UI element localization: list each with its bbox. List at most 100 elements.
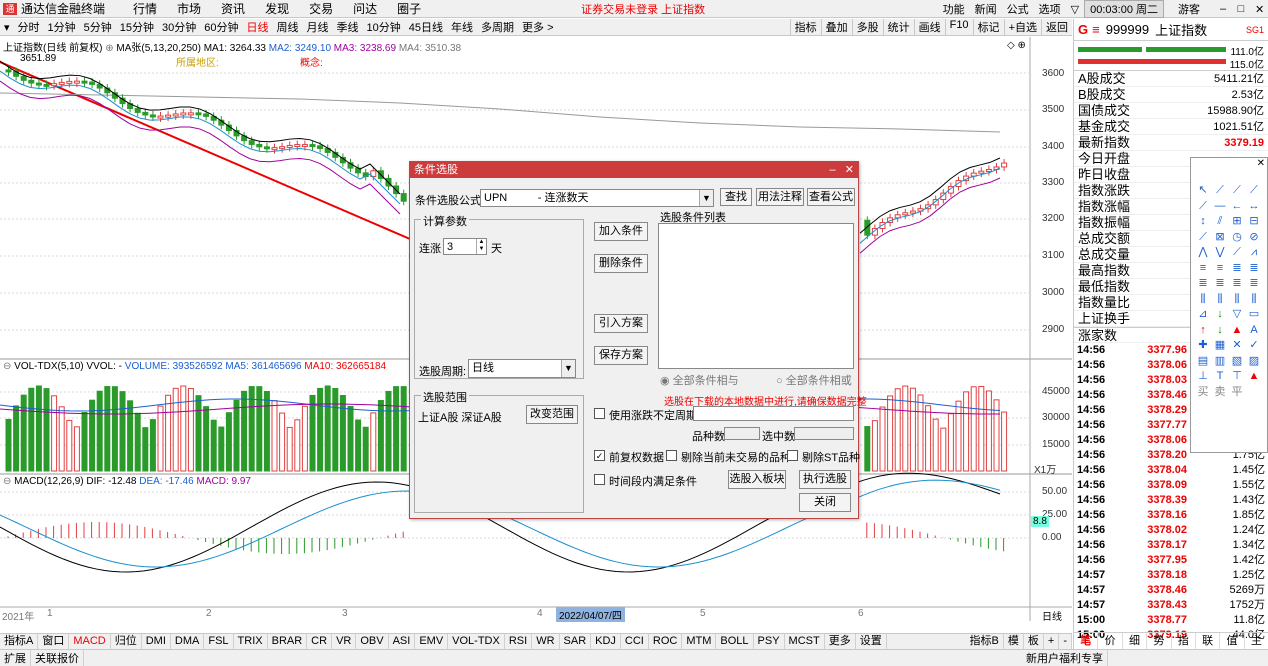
draw-tool-icon[interactable]: ⊘ [1249,230,1259,243]
period-intraday[interactable]: 分时 [17,22,40,34]
draw-tool-icon[interactable]: ⩘ [1250,246,1258,258]
menu-item-market[interactable]: 市场 [177,2,202,16]
draw-tool-icon[interactable]: ↖ [1198,184,1208,196]
toolbox-close-icon[interactable]: ✕ [1256,158,1265,169]
exclude-untraded-checkbox[interactable] [666,450,677,461]
tab-psy[interactable]: PSY [754,634,785,649]
panel-tab[interactable]: 主 [1245,633,1268,649]
tab-sar[interactable]: SAR [560,634,592,649]
tab-kdj[interactable]: KDJ [591,634,621,649]
draw-tool-icon[interactable]: ≣ [1232,261,1242,274]
tab-brar[interactable]: BRAR [268,634,308,649]
period-60min[interactable]: 60分钟 [204,22,239,34]
period-45day[interactable]: 45日线 [408,22,444,34]
draw-tool-icon[interactable]: 买 [1197,385,1209,398]
execute-screen-button[interactable]: 执行选股 [799,470,851,489]
tab-cci[interactable]: CCI [621,634,649,649]
draw-tool-icon[interactable]: ✕ [1232,339,1242,351]
draw-tool-icon[interactable]: ▨ [1248,354,1260,367]
panel-tab[interactable]: 笔 [1074,633,1099,649]
radio-all-or[interactable]: ○ 全部条件相或 [776,375,852,387]
vol-indicator-name[interactable]: VOL-TDX(5,10) [14,361,84,372]
tab-asi[interactable]: ASI [389,634,416,649]
draw-tool-icon[interactable]: ≡ [1199,261,1207,274]
chevron-down-icon[interactable]: ▼ [561,360,575,377]
tool-back[interactable]: 返回 [1041,19,1072,35]
chart-area[interactable]: 上证指数(日线 前复权) ⊕ MA张(5,13,20,250) MA1: 326… [0,37,1072,623]
close-icon[interactable]: ✕ [1255,3,1265,16]
draw-tool-icon[interactable]: ≣ [1249,277,1259,289]
draw-tool-icon[interactable]: ⊤ [1232,370,1242,382]
tab-reset[interactable]: 归位 [111,634,142,649]
dropdown-icon[interactable]: ▾ [4,21,10,34]
chart-nav-icons[interactable]: ◇ ⊕ [1007,40,1026,51]
menu-item-news[interactable]: 资讯 [221,2,246,16]
login-alert[interactable]: 证券交易未登录 上证指数 [581,3,706,16]
menu-dropdown-icon[interactable]: ▽ [1070,3,1080,16]
usage-notes-button[interactable]: 用法注释 [756,188,804,206]
period-select[interactable]: 日线 ▼ [468,359,576,378]
period-more[interactable]: 更多 > [522,22,554,34]
tab-mcst[interactable]: MCST [785,634,825,649]
save-scheme-button[interactable]: 保存方案 [594,346,648,365]
tool-draw-line[interactable]: 画线 [913,19,945,35]
draw-tool-icon[interactable]: ⟋ [1233,246,1241,258]
delete-condition-button[interactable]: 删除条件 [594,254,648,273]
draw-tool-icon[interactable]: ▲ [1231,323,1243,336]
draw-tool-icon[interactable]: ◷ [1232,230,1242,243]
spinner-icon[interactable]: ▲ ▼ [476,239,486,254]
draw-tool-icon[interactable]: ≡ [1216,261,1224,274]
draw-tool-icon[interactable]: ⟋ [1199,199,1207,212]
tab-emv[interactable]: EMV [415,634,449,649]
tab-indicator-b[interactable]: 指标B [966,634,1004,649]
menu-item-quotes[interactable]: 行情 [133,2,158,16]
status-related-quotes[interactable]: 关联报价 [31,650,84,666]
menu-item-circle[interactable]: 圈子 [397,2,422,16]
maximize-icon[interactable]: □ [1237,3,1245,15]
minimize-icon[interactable]: – [1219,3,1227,15]
menu-function[interactable]: 功能 [942,4,965,16]
draw-tool-icon[interactable]: ⊥ [1198,370,1208,382]
period-daily[interactable]: 日线 [246,22,269,34]
draw-tool-icon[interactable]: ↓ [1217,323,1223,336]
period-30min[interactable]: 30分钟 [162,22,197,34]
concept-annotation[interactable]: 概念: [300,58,323,69]
adjusted-data-checkbox[interactable]: ✓ [594,450,605,461]
change-range-button[interactable]: 改变范围 [526,405,578,424]
draw-tool-icon[interactable]: ↕ [1200,215,1206,227]
panel-tab[interactable]: 价 [1098,633,1123,649]
draw-tool-icon[interactable]: ≣ [1232,277,1242,289]
draw-tool-icon[interactable]: ⫼ [1217,292,1223,305]
draw-tool-icon[interactable]: ⫽ [1217,215,1223,227]
tab-rsi[interactable]: RSI [505,634,533,649]
period-1min[interactable]: 1分钟 [47,22,76,34]
draw-tool-icon[interactable]: ⟋ [1233,184,1241,196]
draw-tool-icon[interactable]: A [1250,323,1258,336]
draw-tool-icon[interactable]: ⟋ [1199,230,1207,243]
radio-all-and[interactable]: ◉ 全部条件相与 [660,375,739,387]
draw-tool-icon[interactable]: ⟋ [1216,184,1224,196]
tab-vr[interactable]: VR [332,634,357,649]
panel-tab[interactable]: 势 [1147,633,1172,649]
tab-more[interactable]: 更多 [825,634,856,649]
tab-fsl[interactable]: FSL [204,634,234,649]
draw-tool-icon[interactable]: ⋀ [1198,246,1208,258]
period-monthly[interactable]: 月线 [306,22,329,34]
g-icon[interactable]: G [1078,22,1089,37]
draw-tool-icon[interactable]: ⊿ [1198,308,1208,320]
expand-icon[interactable]: ⊖ [3,361,12,372]
period-indicator[interactable]: 日线 [1042,612,1062,623]
draw-tool-icon[interactable]: ▧ [1231,354,1243,367]
close-icon[interactable]: ✕ [844,164,854,176]
draw-tool-icon[interactable]: 卖 [1214,385,1226,398]
dialog-titlebar[interactable]: 条件选股 – ✕ [410,162,858,178]
draw-tool-icon[interactable]: ≣ [1215,277,1225,289]
draw-tool-icon[interactable]: ← [1231,199,1243,212]
tab-boll[interactable]: BOLL [716,634,754,649]
draw-tool-icon[interactable]: ⊞ [1232,215,1242,227]
draw-tool-icon[interactable]: ≣ [1198,277,1208,289]
menu-item-trade[interactable]: 交易 [309,2,334,16]
exclude-st-checkbox[interactable] [787,450,798,461]
period-weekly[interactable]: 周线 [276,22,299,34]
panel-tab[interactable]: 指 [1172,633,1196,649]
